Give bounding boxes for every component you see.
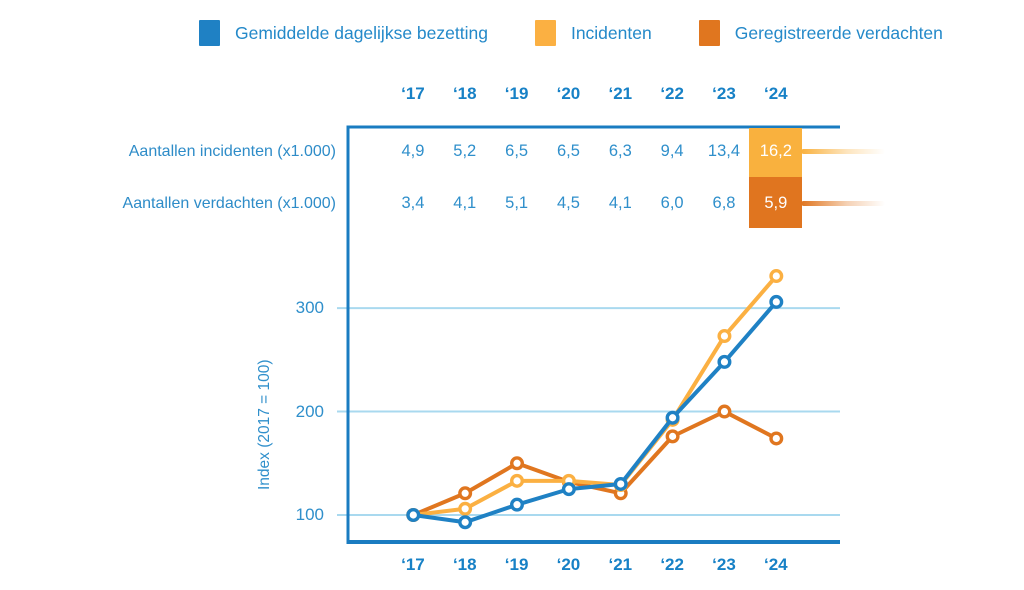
year-label: ‘18 [452, 555, 477, 574]
y-tick-label: 100 [295, 505, 324, 524]
data-point [458, 501, 473, 516]
legend-swatch-icon [534, 20, 556, 46]
series-line-gemiddelde-dagelijkse-bezetting [411, 299, 779, 525]
table-values-row-incidenten: 4,9 5,2 6,5 6,5 6,3 9,4 13,4 16,2 [387, 142, 803, 161]
x-axis-year-labels: ‘17 ‘18 ‘19 ‘20 ‘21 ‘22 ‘23 ‘24 [387, 555, 803, 575]
table-cell: 16,2 [759, 142, 792, 160]
data-point [510, 497, 525, 512]
year-label: ‘17 [401, 84, 425, 103]
data-point [665, 410, 680, 425]
year-label: ‘17 [401, 555, 425, 574]
table-cell: 5,2 [453, 142, 477, 160]
data-point [769, 269, 784, 284]
y-tick-label: 200 [295, 401, 324, 421]
year-label: ‘23 [712, 555, 736, 574]
year-label: ‘19 [504, 555, 529, 574]
data-point [717, 329, 732, 344]
data-point [769, 431, 784, 446]
data-point [458, 486, 473, 501]
data-point [717, 354, 732, 369]
y-tick-label: 300 [295, 298, 324, 318]
data-point [406, 508, 421, 523]
legend-item-1: Incidenten [534, 20, 652, 46]
table-cell: 6,0 [660, 194, 684, 212]
fade-line-verdachten [801, 201, 885, 206]
year-label: ‘18 [452, 84, 477, 103]
data-point [769, 294, 784, 309]
table-values-row-verdachten: 3,4 4,1 5,1 4,5 4,1 6,0 6,8 5,9 [387, 194, 803, 213]
year-label: ‘23 [712, 84, 736, 103]
legend-swatch-icon [199, 20, 220, 46]
table-row-label-incidenten: Aantallen incidenten (x1.000) [128, 143, 336, 160]
data-point [561, 473, 576, 488]
data-point [665, 412, 680, 427]
year-label: ‘21 [608, 555, 633, 574]
series-line-incidenten [411, 274, 779, 517]
year-label: ‘24 [764, 555, 788, 574]
legend-label: Incidenten [570, 22, 652, 43]
year-label: ‘22 [660, 555, 684, 574]
table-cell: 4,9 [401, 142, 425, 160]
year-label: ‘21 [608, 84, 633, 103]
year-label: ‘19 [504, 84, 529, 103]
table-cell: 4,5 [556, 194, 580, 212]
data-point [613, 477, 628, 492]
table-cell: 5,9 [764, 194, 788, 212]
data-point [458, 515, 473, 530]
y-axis-title: Index (2017 = 100) [256, 359, 273, 490]
legend-swatch-icon [698, 20, 720, 46]
year-label: ‘20 [556, 84, 581, 103]
table-cell: 6,5 [505, 142, 529, 160]
year-label: ‘20 [556, 555, 581, 574]
data-point [613, 476, 628, 491]
table-row-label-verdachten: Aantallen verdachten (x1.000) [122, 195, 336, 212]
year-label: ‘24 [764, 84, 788, 103]
table-cell: 9,4 [660, 142, 684, 160]
data-point [561, 482, 576, 497]
table-cell: 3,4 [401, 194, 425, 212]
data-point [406, 508, 421, 523]
table-cell: 6,3 [608, 142, 632, 160]
data-point [665, 429, 680, 444]
data-point [561, 474, 576, 489]
table-cell: 4,1 [608, 194, 632, 212]
series-line-geregistreerde-verdachten [411, 409, 779, 517]
data-point [613, 486, 628, 501]
data-point [717, 404, 732, 419]
table-cell: 6,5 [556, 142, 580, 160]
fade-line-incidenten [801, 149, 885, 154]
data-point [510, 456, 525, 471]
chart-legend: Gemiddelde dagelijkse bezetting Incidente… [199, 20, 943, 46]
table-cell: 5,1 [505, 194, 529, 212]
table-cell: 4,1 [453, 194, 477, 212]
year-label: ‘22 [660, 84, 684, 103]
table-cell: 6,8 [712, 194, 736, 212]
table-cell: 13,4 [707, 142, 741, 160]
legend-item-2: Geregistreerde verdachten [698, 20, 943, 46]
legend-item-0: Gemiddelde dagelijkse bezetting [199, 20, 488, 46]
data-point [510, 473, 525, 488]
data-point [406, 508, 421, 523]
legend-label: Gemiddelde dagelijkse bezetting [235, 22, 488, 43]
legend-label: Geregistreerde verdachten [734, 22, 943, 43]
table-year-header-row: ‘17 ‘18 ‘19 ‘20 ‘21 ‘22 ‘23 ‘24 [387, 84, 803, 104]
